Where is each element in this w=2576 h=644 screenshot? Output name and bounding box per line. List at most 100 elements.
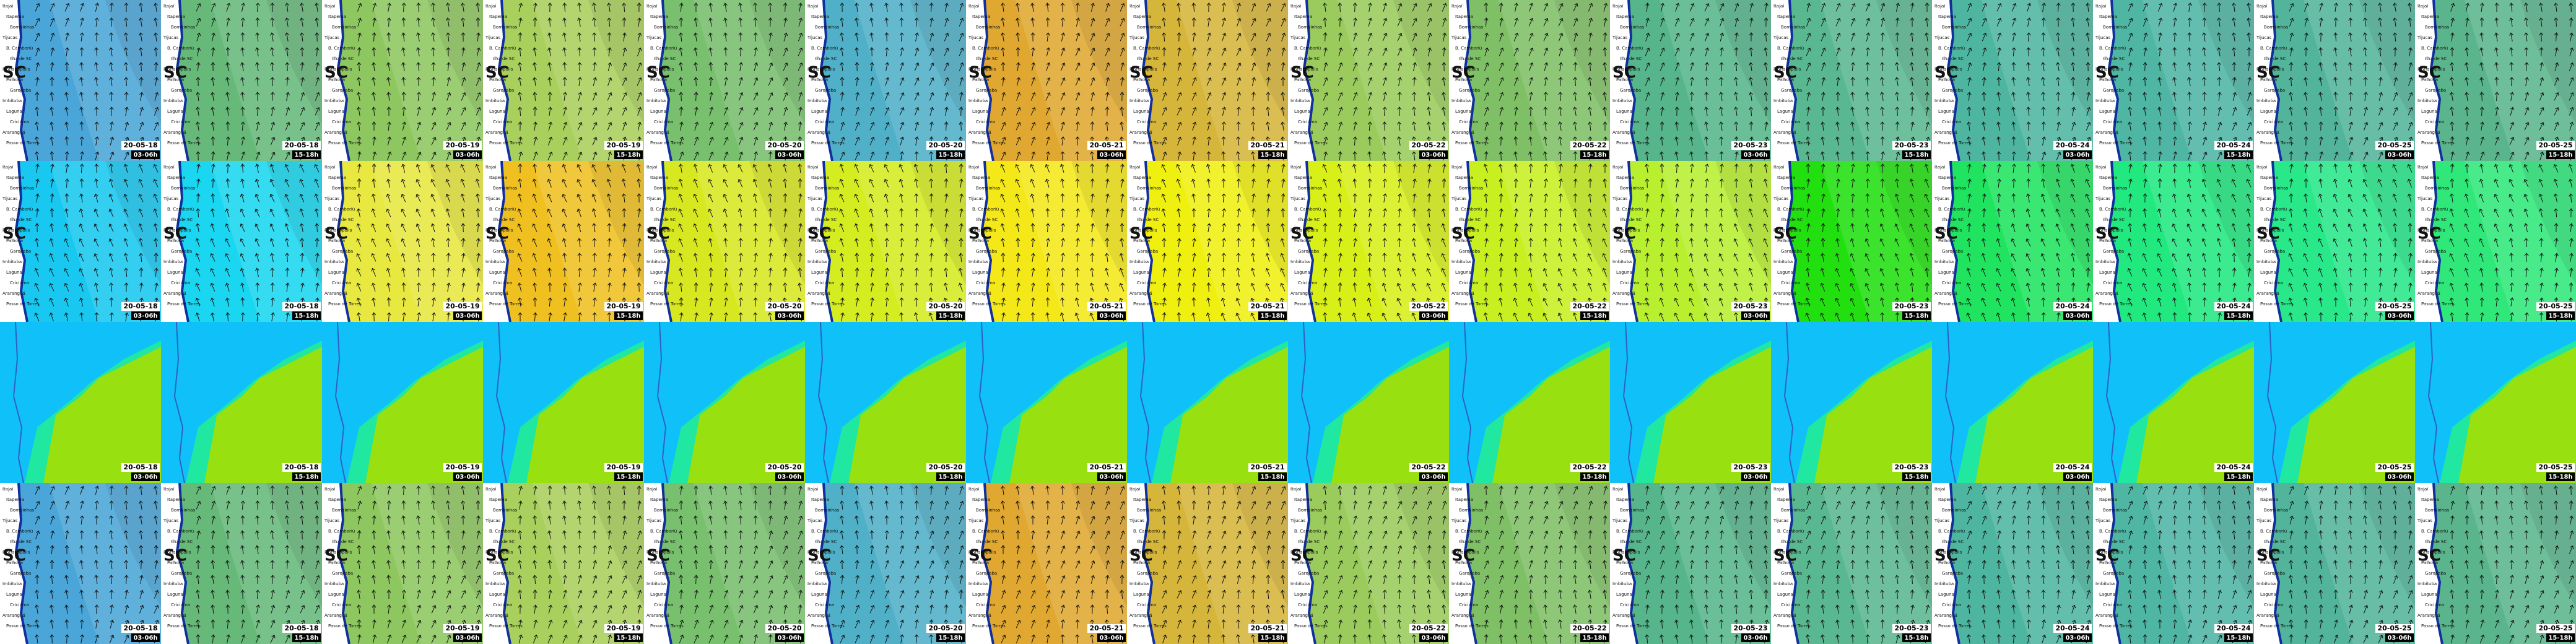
wind-arrow — [1266, 178, 1271, 188]
date-label: 20-05-21 — [1089, 302, 1123, 310]
wind-arrow — [271, 121, 276, 131]
wind-arrow — [2157, 77, 2162, 87]
place-name: Garopaba — [654, 249, 675, 254]
date-label: 20-05-21 — [1250, 463, 1284, 471]
wind-arrow — [1704, 297, 1709, 307]
wind-arrow — [1030, 92, 1036, 101]
wind-arrow — [884, 530, 889, 540]
wind-arrow — [637, 253, 642, 262]
time-label: 03-06h — [2387, 474, 2411, 481]
wind-arrow — [2364, 297, 2368, 307]
wind-arrow — [94, 312, 99, 322]
wind-arrow — [1499, 136, 1503, 146]
place-name: Ilha de SC — [171, 539, 193, 544]
wind-arrow — [547, 268, 552, 277]
wind-arrow — [94, 590, 99, 599]
wind-arrow — [518, 297, 522, 307]
wind-arrow — [416, 32, 420, 41]
wind-arrow — [1588, 62, 1593, 72]
wind-arrow — [2011, 223, 2016, 232]
wind-arrow — [2158, 17, 2163, 27]
wind-arrow — [240, 590, 245, 599]
time-label: 03-06h — [1743, 152, 1767, 159]
wind-arrow — [753, 107, 759, 116]
field-band — [211, 0, 322, 161]
wind-arrow — [1719, 2, 1725, 12]
wind-arrow — [2026, 312, 2031, 322]
wind-arrow — [622, 193, 626, 203]
wind-arrow — [2465, 297, 2469, 307]
wind-arrow — [240, 163, 245, 173]
wind-arrow — [35, 634, 39, 644]
wind-arrow — [1763, 208, 1769, 217]
place-name: Ilha de SC — [2103, 56, 2125, 61]
wind-arrow — [1221, 77, 1227, 86]
wind-arrow — [1557, 297, 1563, 307]
wind-arrow — [356, 208, 361, 217]
wind-arrow — [2509, 77, 2514, 87]
wind-arrow — [35, 619, 39, 629]
wind-arrow — [1352, 77, 1358, 86]
wind-arrow — [255, 17, 260, 27]
wind-arrow — [1895, 77, 1899, 86]
place-name: Imbituba — [2417, 259, 2437, 264]
wind-arrow — [357, 47, 362, 57]
wind-arrow — [1090, 107, 1095, 116]
wind-arrow — [225, 604, 230, 614]
wind-arrow — [2495, 121, 2500, 131]
wind-arrow — [1806, 268, 1810, 277]
coastline — [1463, 161, 1477, 322]
wind-arrow — [123, 178, 129, 188]
wind-arrow — [2040, 238, 2046, 247]
wind-arrow — [839, 238, 844, 247]
wind-arrow — [1880, 107, 1884, 116]
wind-arrow — [226, 2, 231, 12]
wind-arrow — [64, 282, 69, 292]
wind-arrow — [855, 107, 860, 116]
wind-arrow — [2318, 268, 2323, 277]
wind-arrow — [1865, 151, 1870, 161]
wind-arrow — [2085, 193, 2091, 202]
wind-arrow — [2333, 282, 2338, 292]
wind-arrow — [1251, 62, 1256, 71]
field-band — [1821, 161, 1932, 322]
wind-arrow — [432, 92, 437, 101]
place-name: Florianópolis — [2, 550, 30, 555]
date-label: 20-05-20 — [928, 624, 962, 632]
place-name: Araranguá — [163, 291, 186, 296]
wind-arrow — [139, 560, 144, 570]
wind-arrow — [884, 590, 890, 599]
wind-arrow — [300, 500, 304, 510]
wind-arrow — [2056, 77, 2060, 87]
wind-arrow — [2393, 107, 2398, 116]
wind-arrow — [64, 77, 69, 87]
place-name: Garopaba — [1942, 88, 1963, 93]
place-name: Palhoça — [1777, 238, 1794, 243]
place-name: B. Camboriú — [650, 207, 677, 212]
wind-arrow — [476, 77, 481, 86]
wind-arrow — [959, 560, 964, 569]
wind-arrow — [944, 560, 949, 569]
wind-arrow — [476, 268, 481, 277]
wind-arrow — [607, 590, 612, 599]
field-band — [694, 0, 805, 161]
wind-arrow — [783, 77, 788, 86]
date-label: 20-05-24 — [2216, 302, 2250, 310]
wind-arrow — [2202, 47, 2206, 56]
wind-arrow — [1806, 47, 1811, 56]
time-box — [936, 633, 965, 642]
wind-arrow — [1851, 62, 1855, 72]
place-name: Criciúma — [1620, 281, 1639, 285]
wind-arrow — [269, 238, 274, 247]
wind-arrow — [1720, 17, 1725, 27]
wind-arrow — [1763, 238, 1769, 247]
place-name: Florianópolis — [324, 228, 352, 233]
wind-arrow — [900, 634, 904, 643]
wind-arrow — [1514, 92, 1519, 101]
wind-arrow — [1412, 163, 1417, 173]
wind-arrow — [2494, 77, 2499, 87]
wind-arrow — [1397, 2, 1403, 12]
wind-arrow — [1806, 136, 1811, 146]
